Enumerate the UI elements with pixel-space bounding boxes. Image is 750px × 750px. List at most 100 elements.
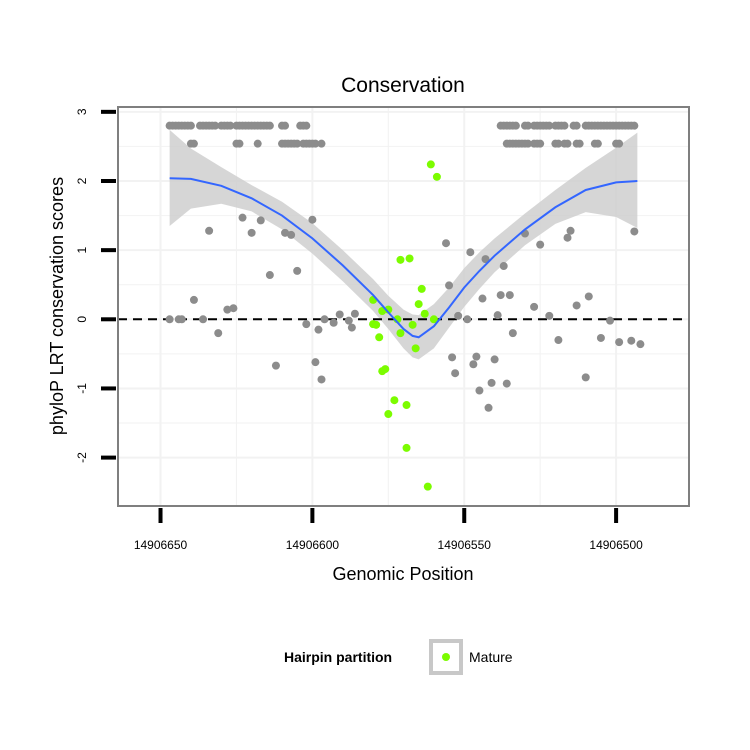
x-tick-label: 14906600 [286, 538, 340, 552]
mature-point [372, 320, 381, 329]
other-point [627, 336, 636, 345]
mature-point [390, 396, 399, 405]
other-point [281, 121, 290, 130]
y-tick-label: 2 [75, 177, 89, 184]
other-point [545, 311, 554, 320]
other-point [575, 139, 584, 148]
other-point [536, 139, 545, 148]
mature-point [384, 410, 393, 419]
other-point [536, 240, 545, 249]
grid-lines [118, 107, 689, 506]
other-point [448, 353, 457, 362]
other-point [281, 228, 290, 237]
other-point [311, 358, 320, 367]
other-point [524, 121, 533, 130]
other-point [287, 230, 296, 239]
mature-point [402, 401, 411, 410]
other-point [199, 315, 208, 324]
mature-point [375, 333, 384, 342]
other-point [189, 295, 198, 304]
mature-point [411, 344, 420, 353]
other-point [265, 271, 274, 280]
y-tick-label: 3 [75, 108, 89, 115]
other-point [554, 336, 563, 345]
confidence-ribbon [169, 129, 638, 360]
other-point [320, 315, 329, 324]
other-point [469, 360, 478, 369]
y-axis-ticks: -2 -1 0 1 2 3 [75, 108, 116, 463]
other-point [165, 315, 174, 324]
other-point [496, 291, 505, 300]
mature-point [396, 255, 405, 264]
other-point [487, 378, 496, 387]
other-point [308, 215, 317, 224]
other-point [630, 227, 639, 236]
other-point [484, 403, 493, 412]
y-tick-label: -2 [75, 452, 89, 463]
mature-point [417, 284, 426, 293]
legend-title: Hairpin partition [284, 649, 392, 665]
mature-point [432, 172, 441, 181]
data-points [165, 121, 645, 491]
x-axis-title: Genomic Position [332, 564, 473, 584]
other-point [615, 139, 624, 148]
mature-point [429, 315, 438, 324]
other-point [335, 310, 344, 319]
y-tick-label: 0 [75, 316, 89, 323]
other-point [554, 139, 563, 148]
y-tick-label: -1 [75, 383, 89, 394]
x-tick-label: 14906500 [589, 538, 643, 552]
legend: Hairpin partition Mature [284, 639, 513, 675]
other-point [560, 121, 569, 130]
other-point [636, 340, 645, 349]
other-point [572, 301, 581, 310]
mature-point [396, 329, 405, 338]
other-point [466, 248, 475, 257]
other-point [584, 292, 593, 301]
other-point [214, 329, 223, 338]
other-point [581, 373, 590, 382]
other-point [530, 302, 539, 311]
x-axis-ticks: 14906650 14906600 14906550 14906500 [134, 508, 643, 552]
other-point [211, 121, 220, 130]
other-point [223, 305, 232, 314]
x-tick-label: 14906550 [438, 538, 492, 552]
other-point [238, 213, 247, 222]
other-point [472, 352, 481, 361]
mature-point [426, 160, 435, 169]
other-point [293, 266, 302, 275]
other-point [630, 121, 639, 130]
mature-point [414, 300, 423, 309]
other-point [505, 291, 514, 300]
other-point [253, 139, 262, 148]
panel-border [117, 106, 690, 507]
other-point [445, 281, 454, 290]
other-point [508, 329, 517, 338]
legend-mature-marker [442, 653, 450, 661]
smooth-trend-line [169, 177, 638, 339]
legend-label-mature: Mature [469, 649, 513, 665]
other-point [481, 255, 490, 264]
other-point [314, 325, 323, 334]
other-point [475, 386, 484, 395]
other-point [226, 121, 235, 130]
other-point [493, 311, 502, 320]
other-point [247, 228, 256, 237]
other-point [317, 139, 326, 148]
other-point [177, 315, 186, 324]
other-point [229, 304, 238, 313]
other-point [511, 121, 520, 130]
other-point [344, 316, 353, 325]
other-point [235, 139, 244, 148]
other-point [311, 139, 320, 148]
other-point [478, 294, 487, 303]
other-point [502, 379, 511, 388]
other-point [302, 121, 311, 130]
other-point [563, 139, 572, 148]
mature-point [420, 309, 429, 318]
other-point [347, 323, 356, 332]
chart-title: Conservation [341, 74, 465, 97]
other-point [463, 315, 472, 324]
mature-point [405, 254, 414, 263]
